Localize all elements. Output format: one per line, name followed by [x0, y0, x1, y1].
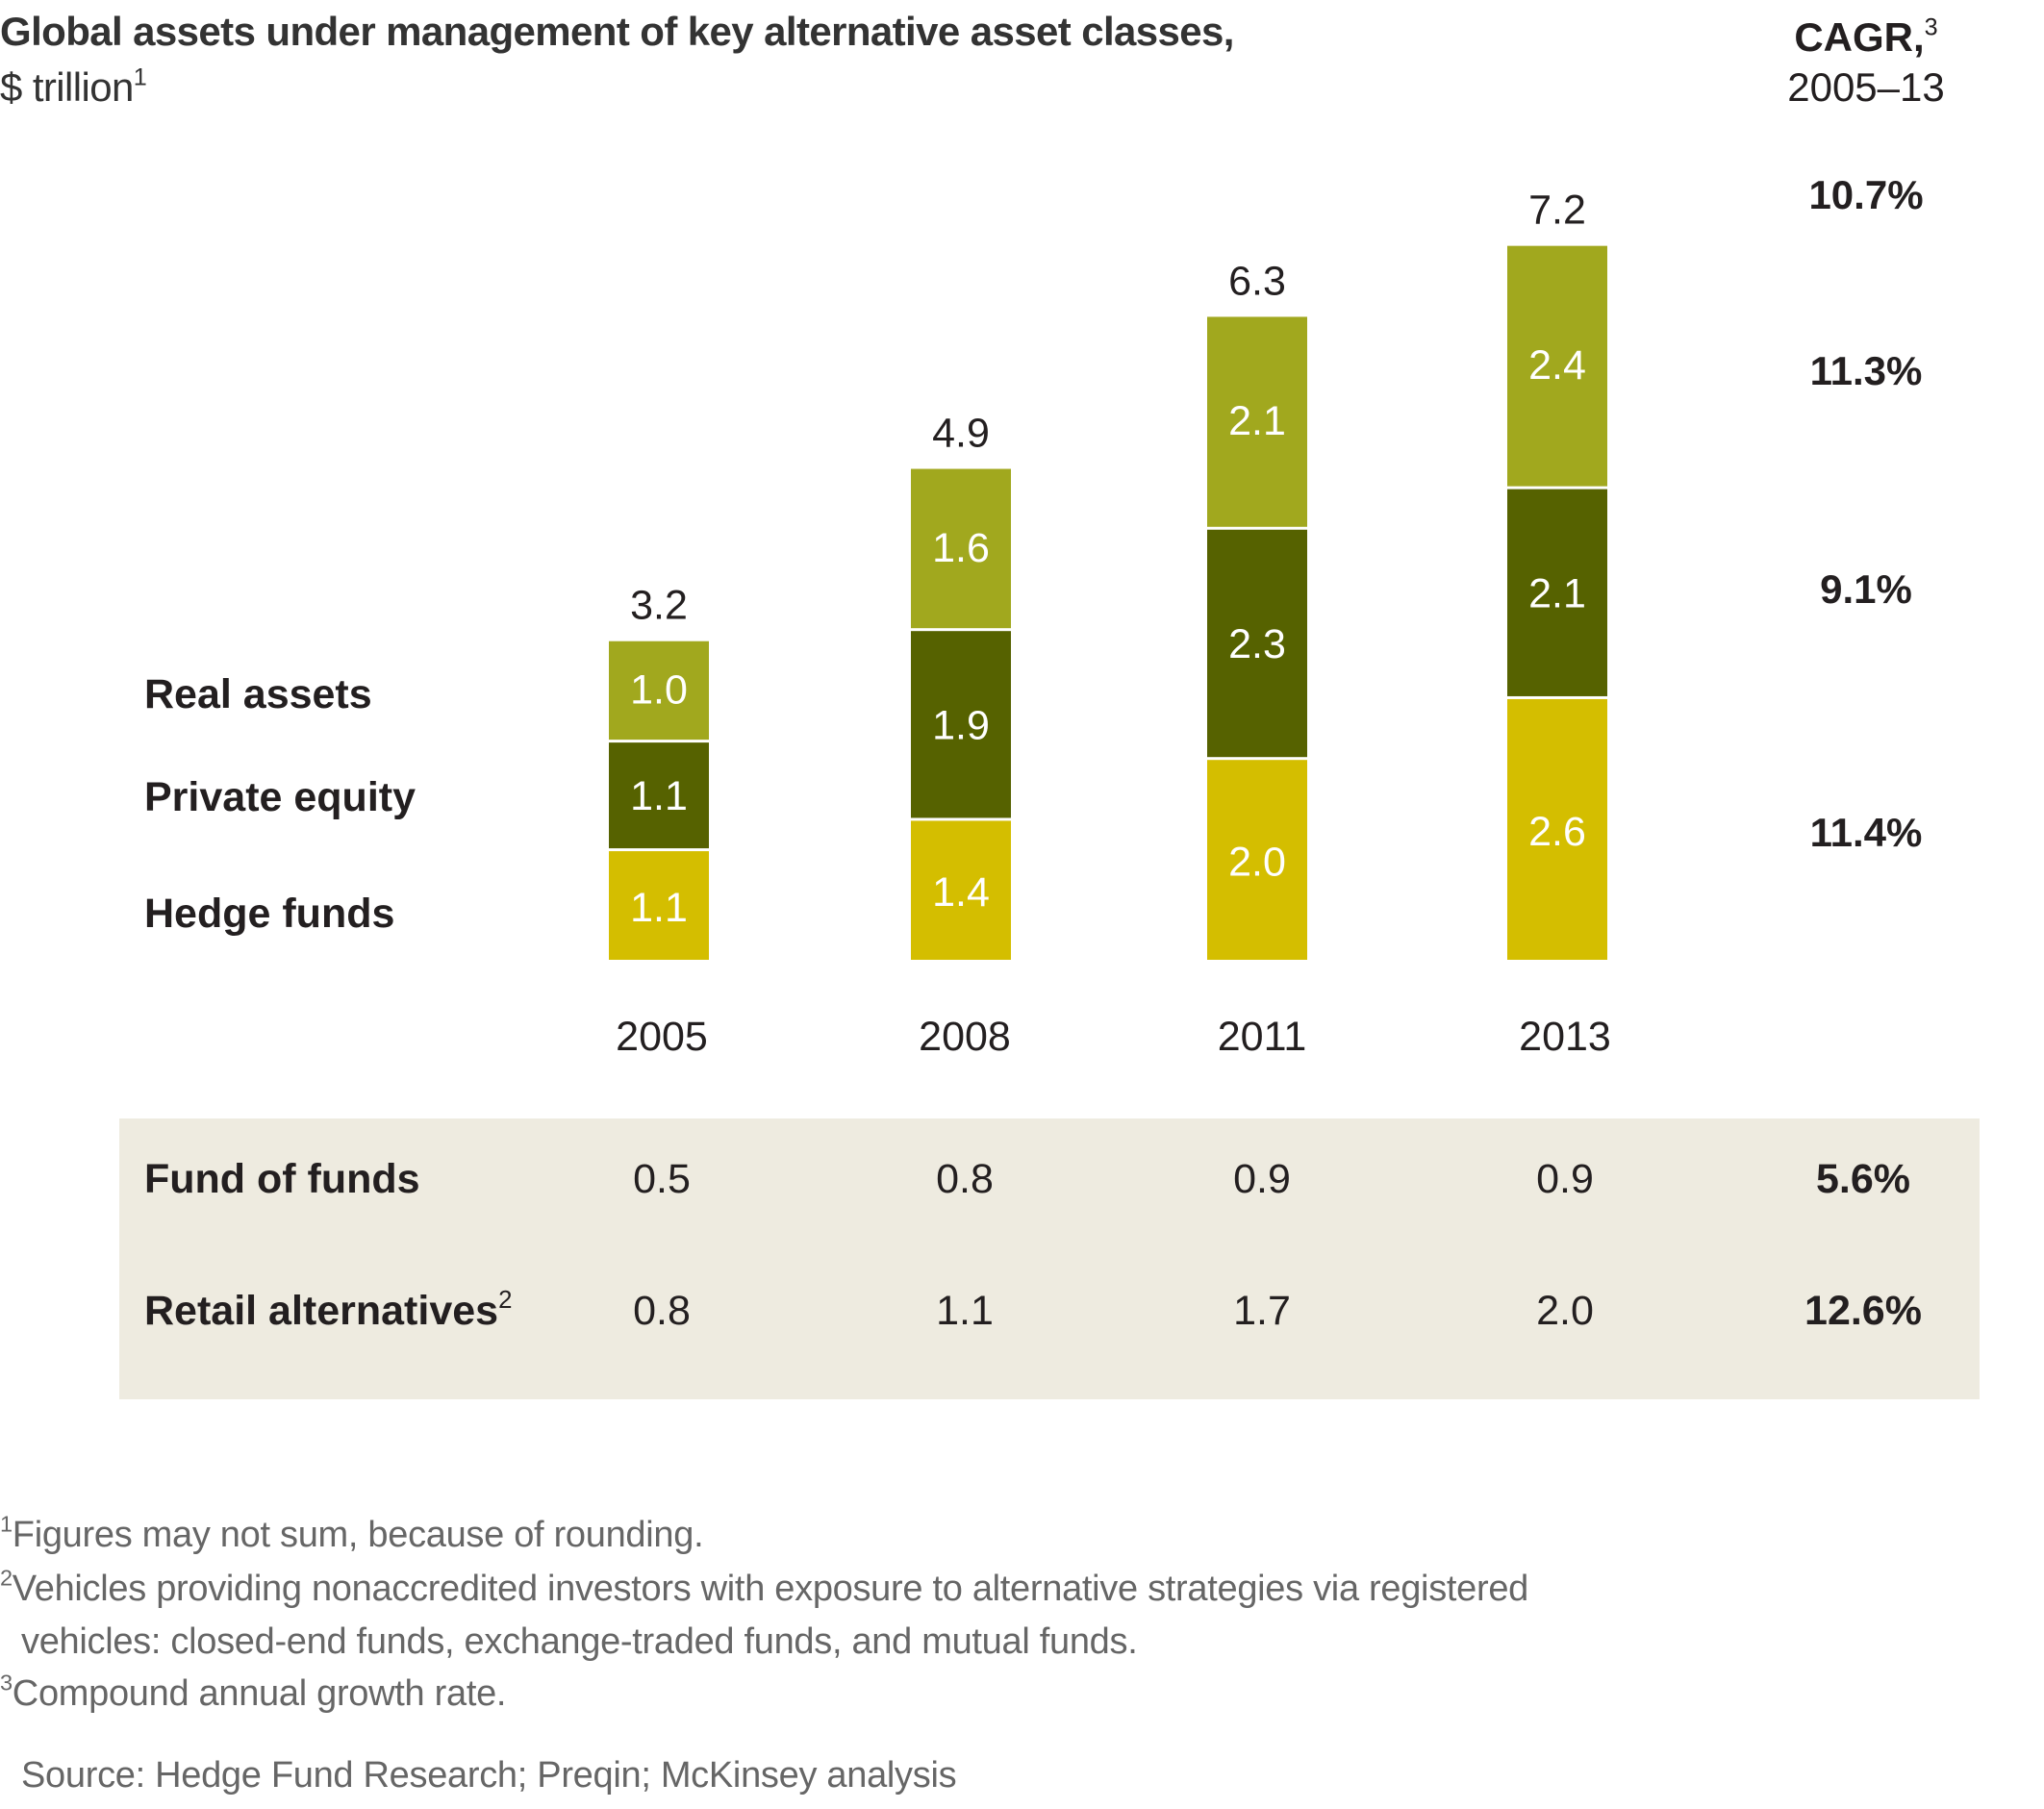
- total-label: 4.9: [932, 411, 990, 457]
- footnote-marker: 1: [133, 63, 147, 91]
- footnote-3: 3Compound annual growth rate.: [0, 1671, 506, 1716]
- bar-stack-2005: 1.1 1.1 1.0 3.2: [609, 583, 709, 960]
- table-row-label-retail-alternatives: Retail alternatives2: [144, 1287, 512, 1335]
- data-label-hedge-funds: 2.6: [1528, 809, 1586, 855]
- data-label-real-assets: 1.6: [932, 525, 990, 571]
- bar-stack-2013: 2.6 2.1 2.4 7.2: [1507, 188, 1607, 960]
- chart-title: Global assets under management of key al…: [0, 8, 1234, 56]
- bar-segment-hedge-funds: [1507, 698, 1607, 960]
- legend-hedge-funds: Hedge funds: [144, 891, 395, 937]
- footnote-marker: 2: [0, 1565, 13, 1591]
- x-tick-label: 2013: [1519, 1014, 1611, 1060]
- data-label-hedge-funds: 2.0: [1228, 840, 1286, 886]
- table-cell: 1.7: [1233, 1288, 1291, 1334]
- footnote-2: 2Vehicles providing nonaccredited invest…: [0, 1567, 1528, 1611]
- table-cagr-cell: 5.6%: [1815, 1156, 1910, 1202]
- row-label-text: Fund of funds: [144, 1156, 420, 1202]
- data-label-private-equity: 1.9: [932, 702, 990, 748]
- cagr-period: 2005–13: [1787, 64, 1945, 110]
- footnote-marker: 3: [0, 1670, 13, 1696]
- unit-label: $ trillion: [0, 64, 134, 110]
- cagr-hedge-funds: 11.4%: [1809, 810, 1923, 855]
- footnote-text: Figures may not sum, because of rounding…: [12, 1515, 704, 1555]
- source-note: Source: Hedge Fund Research; Preqin; McK…: [21, 1755, 957, 1796]
- chart-subtitle: $ trillion1: [0, 63, 147, 112]
- cagr-total: 10.7%: [1808, 172, 1924, 217]
- data-label-real-assets: 2.4: [1528, 342, 1586, 389]
- data-label-private-equity: 2.3: [1228, 621, 1286, 667]
- data-label-real-assets: 1.0: [630, 666, 688, 713]
- bar-segment-hedge-funds: [1207, 760, 1307, 960]
- bar-segment-hedge-funds: [911, 820, 1011, 960]
- data-label-hedge-funds: 1.4: [932, 869, 990, 916]
- footnote-2-continued: vehicles: closed-end funds, exchange-tra…: [21, 1620, 1138, 1664]
- cagr-header: CAGR,3: [1751, 13, 1981, 62]
- bar-segment-real-assets: [609, 641, 709, 741]
- table-cell: 2.0: [1536, 1288, 1594, 1334]
- stacked-bar-chart: 1.11.11.03.21.41.91.64.92.02.32.16.32.62…: [609, 188, 1607, 960]
- table-cell: 0.9: [1536, 1156, 1594, 1202]
- total-label: 7.2: [1528, 188, 1586, 234]
- footnote-marker: 2: [498, 1287, 513, 1315]
- footnote-text: vehicles: closed-end funds, exchange-tra…: [21, 1621, 1138, 1662]
- legend-real-assets: Real assets: [144, 671, 372, 717]
- data-label-private-equity: 2.1: [1528, 570, 1586, 616]
- bar-stack-2011: 2.0 2.3 2.1 6.3: [1207, 258, 1307, 960]
- legend-private-equity: Private equity: [144, 774, 416, 820]
- table-cell: 0.5: [633, 1156, 691, 1202]
- table-cagr-cell: 12.6%: [1804, 1288, 1922, 1334]
- x-tick-label: 2005: [616, 1014, 708, 1060]
- bar-segment-private-equity: [1507, 489, 1607, 696]
- cagr-real-assets: 11.3%: [1809, 348, 1923, 393]
- data-label-hedge-funds: 1.1: [630, 885, 688, 931]
- total-label: 3.2: [630, 583, 688, 629]
- table-cell: 1.1: [936, 1288, 994, 1334]
- row-label-text: Retail alternatives: [144, 1288, 499, 1334]
- footnote-text: Compound annual growth rate.: [12, 1673, 507, 1714]
- cagr-private-equity: 9.1%: [1820, 566, 1912, 612]
- bar-segment-real-assets: [1507, 245, 1607, 487]
- data-label-private-equity: 1.1: [630, 773, 688, 819]
- bar-segment-real-assets: [1207, 316, 1307, 527]
- bar-segment-private-equity: [1207, 529, 1307, 758]
- total-label: 6.3: [1228, 258, 1286, 304]
- data-label-real-assets: 2.1: [1228, 398, 1286, 444]
- table-cell: 0.8: [936, 1156, 994, 1202]
- cagr-label: CAGR,: [1794, 14, 1925, 60]
- bar-segment-private-equity: [609, 742, 709, 849]
- bar-segment-real-assets: [911, 468, 1011, 629]
- footnote-marker: 1: [0, 1511, 13, 1537]
- table-row-label-fund-of-funds: Fund of funds: [144, 1155, 420, 1203]
- chart-title-text: Global assets under management of key al…: [0, 9, 1234, 54]
- supplementary-table: [119, 1118, 1980, 1399]
- x-tick-label: 2008: [919, 1014, 1011, 1060]
- x-tick-label: 2011: [1217, 1014, 1307, 1060]
- table-cell: 0.8: [633, 1288, 691, 1334]
- footnote-text: Vehicles providing nonaccredited investo…: [12, 1569, 1529, 1609]
- footnote-marker: 3: [1924, 13, 1938, 41]
- table-cell: 0.9: [1233, 1156, 1291, 1202]
- bar-segment-private-equity: [911, 631, 1011, 818]
- bar-stack-2008: 1.4 1.9 1.6 4.9: [911, 411, 1011, 960]
- footnote-1: 1Figures may not sum, because of roundin…: [0, 1511, 704, 1557]
- bar-segment-hedge-funds: [609, 851, 709, 960]
